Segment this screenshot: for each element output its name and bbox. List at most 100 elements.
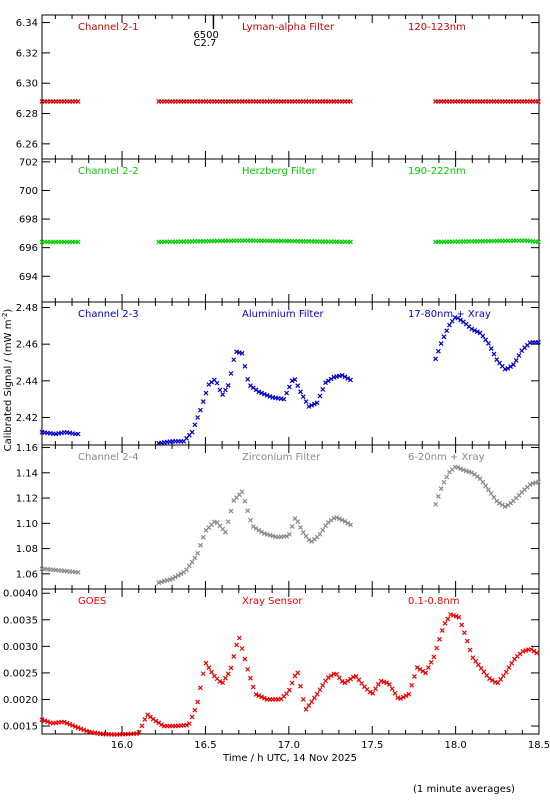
- data-point: [198, 407, 203, 413]
- data-point: [242, 363, 248, 369]
- x-tick-label: 17.5: [361, 740, 383, 751]
- y-axis-label: Calibrated Signal / (mW m-2): [1, 309, 14, 452]
- data-point: [497, 500, 502, 506]
- data-point: [311, 401, 317, 407]
- data-point: [469, 470, 475, 476]
- data-point: [336, 516, 342, 522]
- data-point: [245, 376, 251, 382]
- data-point: [300, 394, 306, 400]
- data-point: [75, 569, 81, 575]
- data-point: [339, 517, 345, 523]
- data-point: [189, 559, 195, 565]
- panel-filter: Xray Sensor: [242, 596, 303, 607]
- data-point: [441, 334, 447, 340]
- panel-filter: Aluminium Filter: [242, 309, 325, 320]
- data-point: [505, 365, 511, 371]
- data-point: [220, 680, 226, 686]
- data-point: [209, 669, 214, 675]
- data-point: [348, 522, 353, 528]
- data-point: [447, 322, 452, 328]
- data-point: [536, 339, 541, 345]
- data-point: [438, 341, 444, 346]
- data-point: [261, 695, 267, 701]
- data-point: [214, 380, 220, 386]
- data-point: [250, 684, 256, 690]
- data-point: [489, 677, 495, 683]
- data-point: [342, 519, 348, 524]
- data-point: [459, 622, 465, 628]
- x-tick-label: 17.0: [278, 740, 300, 751]
- data-point: [284, 390, 290, 396]
- data-point: [306, 404, 312, 409]
- data-point: [295, 670, 301, 676]
- data-point: [228, 665, 234, 671]
- data-point: [511, 362, 516, 368]
- data-point: [384, 680, 390, 686]
- data-point: [417, 666, 423, 672]
- data-point: [303, 399, 309, 405]
- data-point: [61, 719, 67, 725]
- data-point: [433, 356, 439, 362]
- y-tick-label: 0.0020: [3, 695, 38, 706]
- y-tick-label: 0.0035: [3, 615, 38, 626]
- data-point: [342, 374, 348, 380]
- y-tick-label: 698: [19, 215, 38, 226]
- data-point: [428, 659, 434, 665]
- data-point: [178, 571, 184, 577]
- data-point: [78, 726, 84, 732]
- data-point: [286, 531, 292, 537]
- data-point: [500, 673, 506, 679]
- data-point: [499, 502, 505, 508]
- y-tick-label: 6.30: [16, 79, 38, 90]
- data-point: [389, 686, 395, 692]
- panel-frame: [41, 158, 540, 303]
- data-point: [225, 382, 231, 388]
- data-point: [225, 671, 231, 677]
- data-point: [323, 380, 328, 386]
- panel-title: Channel 2-4: [78, 452, 139, 463]
- panel-filter: Zirconium Filter: [242, 452, 321, 463]
- data-point: [306, 703, 312, 708]
- data-point: [534, 650, 540, 656]
- y-axis-label-end: ): [3, 309, 14, 313]
- data-point: [400, 694, 406, 700]
- x-tick-label: 16.0: [111, 740, 133, 751]
- data-point: [456, 614, 462, 620]
- data-point: [231, 654, 237, 659]
- data-point: [159, 722, 164, 728]
- data-point: [334, 515, 340, 520]
- y-tick-label: 0.0025: [3, 668, 38, 679]
- data-point: [311, 695, 317, 701]
- panel-frame: [41, 444, 540, 590]
- data-point: [234, 642, 239, 648]
- data-point: [84, 728, 89, 734]
- y-tick-label: 700: [19, 186, 38, 197]
- y-tick-label: 2.48: [16, 303, 38, 314]
- data-point: [284, 533, 290, 539]
- panel-band: 120-123nm: [408, 22, 466, 33]
- data-point: [309, 699, 315, 705]
- data-point: [487, 676, 492, 682]
- data-point: [289, 378, 295, 384]
- data-point: [536, 479, 541, 485]
- data-point: [242, 656, 248, 662]
- y-tick-label: 2.46: [16, 340, 38, 351]
- x-axis-label: Time / h UTC, 14 Nov 2025: [222, 753, 357, 764]
- data-point: [289, 680, 295, 686]
- data-point: [464, 638, 470, 644]
- data-point: [469, 326, 475, 332]
- data-point: [217, 678, 223, 684]
- data-point: [292, 377, 298, 383]
- data-point: [259, 529, 265, 535]
- data-point: [200, 671, 206, 677]
- data-point: [458, 466, 464, 472]
- data-point: [134, 731, 139, 737]
- data-point: [242, 498, 248, 504]
- data-point: [445, 616, 451, 622]
- data-point: [491, 351, 497, 357]
- data-point: [437, 636, 442, 642]
- y-axis-label-superscript: -2: [1, 313, 9, 320]
- data-point: [458, 317, 464, 323]
- y-tick-label: 1.08: [16, 544, 38, 555]
- data-point: [289, 524, 295, 529]
